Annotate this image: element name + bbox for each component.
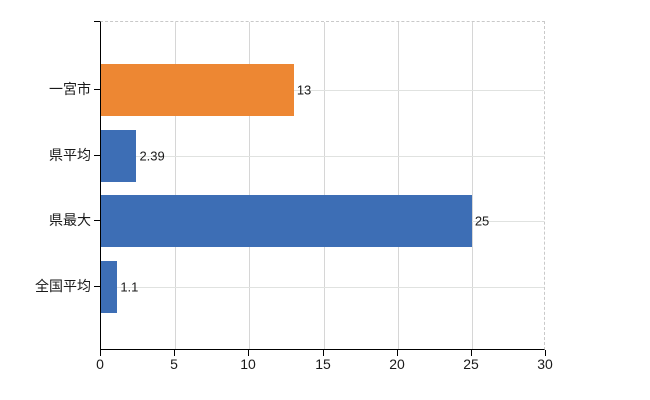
category-gridline <box>101 90 544 91</box>
plot-area: 13 2.39 25 1.1 <box>100 21 545 350</box>
category-label: 一宮市 <box>49 81 91 97</box>
category-gridline <box>101 287 544 288</box>
x-axis-tick <box>174 350 175 356</box>
value-label: 25 <box>474 213 490 229</box>
bar <box>101 261 118 313</box>
y-axis-end-tick <box>94 21 100 22</box>
vertical-gridline <box>323 22 325 349</box>
x-axis-tick <box>100 350 101 356</box>
x-tick-label: 15 <box>315 356 331 372</box>
vertical-gridline <box>397 22 399 349</box>
category-gridline <box>101 156 544 157</box>
x-axis-tick <box>471 350 472 356</box>
value-label: 1.1 <box>120 279 139 295</box>
category-label: 県平均 <box>49 147 91 163</box>
x-axis-tick <box>397 350 398 356</box>
vertical-gridline <box>175 22 177 349</box>
x-axis-tick <box>323 350 324 356</box>
category-label: 全国平均 <box>35 278 91 294</box>
bar <box>101 195 472 247</box>
x-tick-label: 5 <box>170 356 178 372</box>
value-label: 2.39 <box>139 148 165 164</box>
x-axis-tick <box>545 350 546 356</box>
x-tick-label: 0 <box>96 356 104 372</box>
y-axis-tick <box>94 220 100 221</box>
bar <box>101 64 294 116</box>
x-axis-tick <box>248 350 249 356</box>
x-tick-label: 10 <box>240 356 256 372</box>
category-label: 県最大 <box>49 212 91 228</box>
y-axis-tick <box>94 155 100 156</box>
x-tick-label: 25 <box>463 356 479 372</box>
y-axis-tick <box>94 89 100 90</box>
vertical-gridline <box>471 22 473 349</box>
x-tick-label: 30 <box>537 356 553 372</box>
value-label: 13 <box>296 82 312 98</box>
vertical-gridline <box>249 22 251 349</box>
x-tick-label: 20 <box>389 356 405 372</box>
y-axis-tick <box>94 286 100 287</box>
bar <box>101 130 137 182</box>
